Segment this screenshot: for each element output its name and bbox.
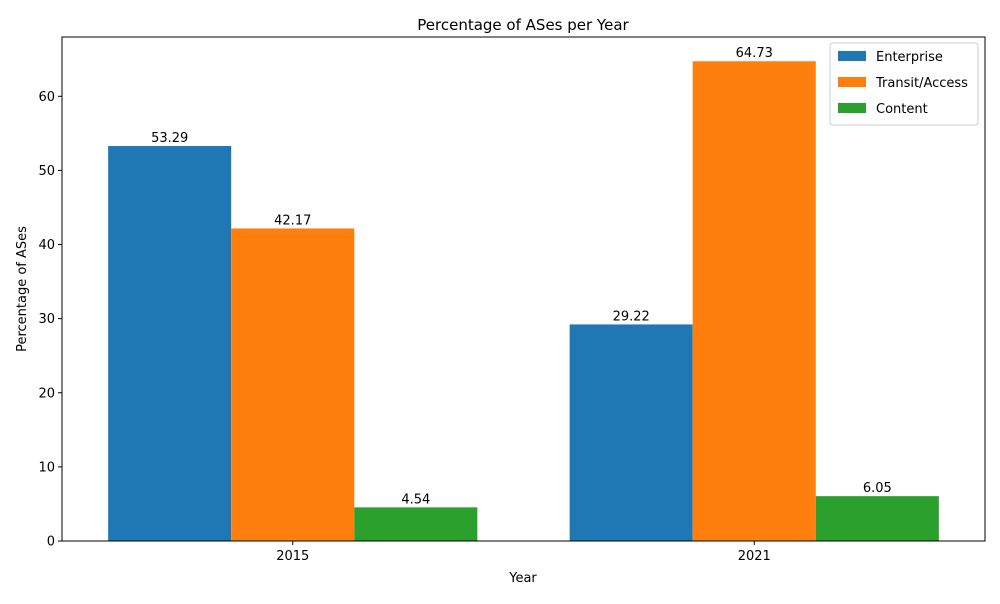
legend-swatch [838, 103, 866, 113]
legend-label: Content [876, 102, 928, 117]
plot-frame [61, 36, 986, 542]
data-label: 64.73 [736, 46, 773, 61]
y-tick-label: 20 [38, 386, 55, 401]
data-label: 53.29 [151, 131, 188, 146]
data-label: 29.22 [613, 309, 650, 324]
legend-label: Transit/Access [875, 76, 968, 91]
bar-transit-access-2021 [692, 61, 816, 541]
data-labels-layer: 53.29 29.22 42.17 64.73 4.54 6.05 [151, 46, 892, 507]
legend-box [829, 42, 979, 126]
bar-enterprise-2015 [108, 146, 232, 542]
x-axis-title: Year [508, 571, 537, 586]
bars-layer [108, 61, 939, 542]
bar-enterprise-2021 [569, 324, 693, 541]
data-label: 42.17 [274, 213, 311, 228]
data-label: 6.05 [863, 481, 892, 496]
chart-title: Percentage of ASes per Year [417, 16, 629, 34]
x-tick-label: 2015 [276, 549, 309, 564]
y-tick-label: 10 [38, 460, 55, 475]
y-tick-label: 0 [47, 535, 55, 550]
bar-content-2021 [815, 496, 939, 541]
bar-transit-access-2015 [231, 228, 355, 542]
axes-layer: 0 10 20 30 40 50 60 2015 2021 [38, 36, 986, 564]
x-tick-label: 2021 [738, 549, 771, 564]
legend-swatch [838, 51, 866, 61]
legend: Enterprise Transit/Access Content [829, 42, 979, 126]
y-tick-label: 30 [38, 312, 55, 327]
legend-label: Enterprise [876, 50, 943, 65]
data-label: 4.54 [401, 492, 430, 507]
bar-content-2015 [354, 507, 478, 541]
legend-swatch [838, 77, 866, 87]
y-axis-title: Percentage of ASes [15, 226, 30, 352]
y-tick-label: 40 [38, 238, 55, 253]
y-tick-label: 50 [38, 164, 55, 179]
y-tick-label: 60 [38, 90, 55, 105]
